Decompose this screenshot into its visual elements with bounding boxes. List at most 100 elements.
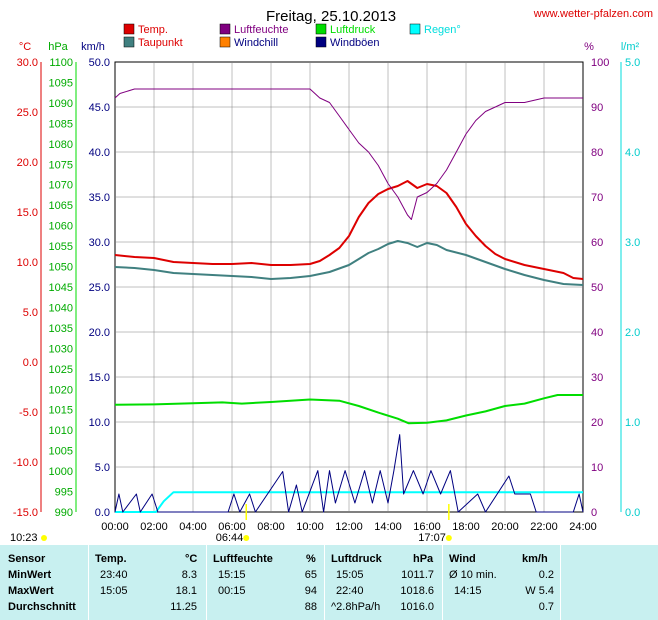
stats-press-value: 1016.0 [400,601,434,613]
stats-header-pressure: Luftdruck [331,553,382,565]
tick-label: 1015 [49,405,73,417]
tick-label: 1025 [49,364,73,376]
stats-table: Sensor Temp. °C Luftfeuchte % Luftdruck … [0,545,658,620]
x-tick-label: 12:00 [335,521,363,533]
axis-unit-label: km/h [81,41,105,53]
weather-chart: Freitag, 25.10.2013 www.wetter-pfalzen.c… [10,8,653,544]
tick-label: 990 [55,507,73,519]
tick-label: 30.0 [17,57,38,69]
tick-label: 0.0 [95,507,110,519]
stats-row-label: MaxWert [8,585,54,597]
tick-label: 100 [591,57,609,69]
tick-label: 1055 [49,241,73,253]
tick-label: 50.0 [89,57,110,69]
stats-wind-time: 14:15 [454,585,482,597]
stats-header-temp: Temp. [95,553,127,565]
chart-legend: Temp. Luftfeuchte Luftdruck Regen° Taupunkt W… [123,23,461,49]
sun-marker-label: 17:07 [418,532,446,544]
site-link[interactable]: www.wetter-pfalzen.com [533,8,653,20]
tick-label: 1035 [49,323,73,335]
chart-title: Freitag, 25.10.2013 [266,8,396,25]
tick-label: 1100 [49,57,73,69]
stats-wind-value: 0.2 [538,569,554,581]
tick-label: 20 [591,417,603,429]
sun-icon [445,535,452,541]
legend-swatch [219,36,231,48]
tick-label: 50 [591,282,603,294]
tick-label: 15.0 [89,372,110,384]
stats-header-pressure-unit: hPa [413,553,434,565]
stats-temp-time: 23:40 [100,569,128,581]
stats-header-wind-unit: km/h [522,553,548,565]
series-line [114,394,583,425]
tick-label: 5.0 [95,462,110,474]
stats-hum-time: 15:15 [218,569,246,581]
tick-label: -5.0 [19,407,38,419]
series-line [114,434,584,513]
x-tick-label: 02:00 [140,521,168,533]
x-tick-label: 10:00 [296,521,324,533]
tick-label: 1080 [49,139,73,151]
tick-label: 40.0 [89,147,110,159]
tick-label: 40 [591,327,603,339]
tick-label: 70 [591,192,603,204]
tick-label: 10.0 [89,417,110,429]
tick-label: 1.0 [625,417,640,429]
tick-label: 35.0 [89,192,110,204]
legend-swatch [123,36,135,48]
tick-label: 30.0 [89,237,110,249]
tick-label: 25.0 [89,282,110,294]
series-line [114,180,584,280]
x-tick-label: 18:00 [452,521,480,533]
x-tick-label: 14:00 [374,521,402,533]
tick-label: 0.0 [23,357,38,369]
stats-hum-value: 88 [304,601,317,613]
tick-label: 4.0 [625,147,640,159]
legend-label: Luftfeuchte [234,24,288,36]
stats-press-value: 1011.7 [401,569,434,581]
stats-header-wind: Wind [449,553,476,565]
x-tick-label: 04:00 [179,521,207,533]
tick-label: 995 [55,487,73,499]
x-tick-label: 22:00 [530,521,558,533]
stats-row-label: Durchschnitt [8,601,76,613]
series-line [114,88,583,220]
tick-label: 0 [591,507,597,519]
tick-label: 20.0 [89,327,110,339]
stats-press-time: ^2.8hPa/h [331,601,381,613]
stats-row-label: MinWert [8,569,52,581]
tick-label: 1040 [49,302,73,314]
stats-temp-value: 18.1 [175,585,197,597]
legend-label: Luftdruck [330,24,376,36]
tick-label: 1075 [49,159,73,171]
legend-swatch [409,23,421,35]
stats-temp-value: 11.25 [170,601,197,613]
sun-markers: 10:23 06:44 17:07 [10,504,452,544]
tick-label: 60 [591,237,603,249]
tick-label: 1030 [49,343,73,355]
tick-label: 0.0 [625,507,640,519]
tick-label: 3.0 [625,237,640,249]
tick-label: 1065 [49,200,73,212]
legend-label: Windböen [330,37,380,49]
tick-label: 1085 [49,118,73,130]
tick-label: 25.0 [17,107,38,119]
tick-label: 30 [591,372,603,384]
legend-label: Regen° [424,24,461,36]
axis-unit-label: l/m² [621,41,640,53]
tick-label: 5.0 [625,57,640,69]
axis-unit-label: °C [19,41,31,53]
stats-header-temp-unit: °C [185,553,198,565]
legend-label: Temp. [138,24,168,36]
sun-marker-label: 06:44 [216,532,244,544]
stats-press-time: 22:40 [336,585,364,597]
x-tick-label: 16:00 [413,521,441,533]
tick-label: 1020 [49,384,73,396]
tick-label: 5.0 [23,307,38,319]
stats-hum-value: 65 [304,569,317,581]
plot-grid [114,61,584,513]
tick-label: 1070 [49,180,73,192]
x-tick-label: 00:00 [101,521,129,533]
legend-swatch [315,23,327,35]
tick-label: 80 [591,147,603,159]
